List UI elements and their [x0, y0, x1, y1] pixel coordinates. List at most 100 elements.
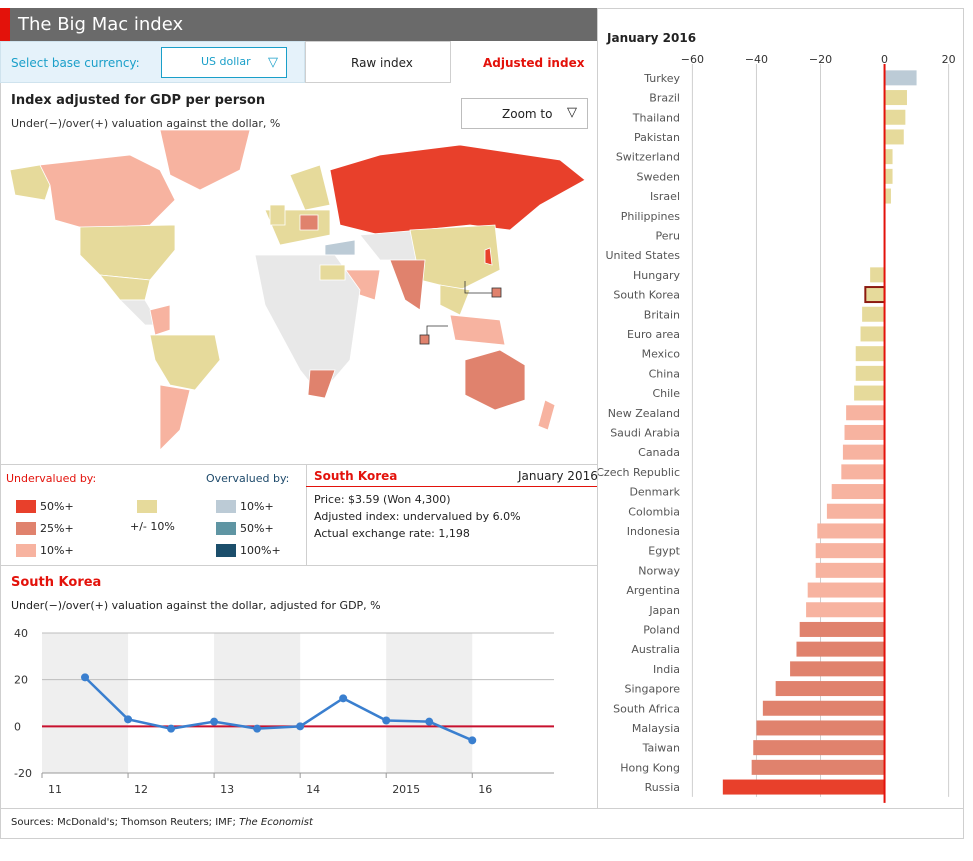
data-point	[339, 694, 348, 703]
category-label: Czech Republic	[598, 466, 680, 479]
x-tick-label: −60	[681, 53, 704, 66]
chevron-down-icon[interactable]: ▽	[567, 105, 577, 120]
category-label: Argentina	[626, 584, 680, 597]
info-exchange-rate: Actual exchange rate: 1,198	[314, 527, 470, 540]
app-title: The Big Mac index	[18, 14, 184, 35]
y-tick-label: -20	[14, 767, 32, 780]
category-label: India	[653, 663, 680, 676]
category-label: Russia	[645, 781, 680, 794]
x-tick-label: 20	[942, 53, 956, 66]
x-tick-label: 13	[220, 783, 234, 796]
bar	[884, 109, 906, 125]
base-currency-value[interactable]: US dollar	[201, 55, 251, 68]
bar	[796, 641, 885, 657]
source-publication: The Economist	[239, 817, 313, 828]
tab-adjusted-index[interactable]	[451, 41, 597, 83]
tab-raw-index[interactable]	[305, 41, 451, 83]
bar	[826, 503, 885, 519]
map-region-europe[interactable]	[264, 164, 356, 256]
year-shading	[42, 633, 129, 773]
map-subtitle: Under(−)/over(+) valuation against the d…	[11, 117, 281, 130]
y-tick-label: 0	[14, 720, 21, 733]
bar	[790, 661, 885, 677]
bar	[884, 149, 893, 165]
map-callout-hong-kong[interactable]	[464, 281, 502, 298]
category-label: Poland	[643, 623, 680, 636]
chevron-down-icon[interactable]: ▽	[268, 55, 278, 70]
legend-label-over-10: 10%+	[240, 500, 274, 513]
legend-label-neutral: +/- 10%	[130, 520, 175, 533]
bar-chart-date: January 2016	[607, 31, 697, 45]
data-point	[425, 717, 434, 726]
y-tick-label: 40	[14, 627, 28, 640]
map-region-oceania[interactable]	[464, 349, 556, 431]
x-tick-label: 2015	[392, 783, 420, 796]
category-label: Thailand	[632, 111, 680, 124]
bar	[884, 188, 891, 204]
data-point	[210, 717, 219, 726]
category-label: Mexico	[642, 348, 681, 361]
category-label: Indonesia	[627, 525, 680, 538]
bar	[864, 286, 886, 304]
info-price: Price: $3.59 (Won 4,300)	[314, 493, 451, 506]
map-region-south-america[interactable]	[149, 304, 221, 451]
divider	[597, 8, 598, 808]
map-callout-singapore[interactable]	[419, 325, 448, 345]
category-label: China	[649, 367, 680, 380]
bar	[815, 562, 885, 578]
bar	[860, 326, 885, 342]
legend-label-over-100: 100%+	[240, 544, 281, 557]
category-label: Pakistan	[634, 131, 680, 144]
info-country-name: South Korea	[314, 469, 398, 483]
map-region-russia[interactable]	[329, 144, 586, 236]
tab-raw-index-label[interactable]: Raw index	[351, 56, 413, 70]
source-text: Sources: McDonald's; Thomson Reuters; IM…	[11, 817, 240, 828]
base-currency-label: Select base currency:	[11, 56, 140, 70]
bar	[884, 90, 907, 106]
category-label: Australia	[631, 643, 680, 656]
y-tick-label: 20	[14, 674, 28, 687]
bar	[751, 759, 885, 775]
base-currency-select[interactable]	[161, 47, 287, 78]
title-accent	[0, 8, 10, 41]
line-chart-title: South Korea	[11, 575, 102, 590]
world-map[interactable]	[0, 130, 597, 465]
category-label: Israel	[650, 190, 680, 203]
legend-swatch-under-50	[16, 500, 36, 513]
line-chart[interactable]: -20 0 20 40 11 12 13 14 2015 16	[0, 620, 597, 805]
zoom-to-label[interactable]: Zoom to	[502, 107, 553, 121]
legend-swatch-over-10	[216, 500, 236, 513]
category-label: Chile	[652, 387, 680, 400]
bar	[842, 444, 885, 460]
bar	[846, 405, 885, 421]
bar	[806, 602, 885, 618]
x-tick-label: 16	[478, 783, 492, 796]
map-region-north-america[interactable]	[9, 130, 251, 326]
category-label: Saudi Arabia	[610, 426, 680, 439]
x-tick-label: 11	[48, 783, 62, 796]
bar	[722, 779, 885, 795]
map-region-asia[interactable]	[339, 224, 506, 346]
year-shading	[386, 633, 473, 773]
legend-swatch-over-100	[216, 544, 236, 557]
legend-swatch-under-25	[16, 522, 36, 535]
bar-chart[interactable]: −60 −40 −20 0 20 Turkey Brazil Thailand Pakistan…	[598, 48, 964, 803]
legend-swatch-under-10	[16, 544, 36, 557]
divider	[306, 464, 307, 566]
zoom-to-select[interactable]	[461, 98, 588, 129]
bar	[815, 543, 885, 559]
category-label: Philippines	[621, 210, 681, 223]
map-region-africa[interactable]	[254, 254, 361, 399]
info-date: January 2016	[518, 469, 598, 483]
category-label: Taiwan	[642, 742, 680, 755]
bar	[756, 720, 885, 736]
data-point	[296, 722, 305, 731]
category-label: Egypt	[648, 545, 680, 558]
x-tick-label: −40	[745, 53, 768, 66]
bar	[855, 346, 885, 362]
bar	[844, 424, 885, 440]
info-adjusted-index: Adjusted index: undervalued by 6.0%	[314, 510, 521, 523]
bar	[855, 365, 885, 381]
x-tick-label: 14	[306, 783, 320, 796]
tab-adjusted-index-label[interactable]: Adjusted index	[483, 56, 585, 70]
